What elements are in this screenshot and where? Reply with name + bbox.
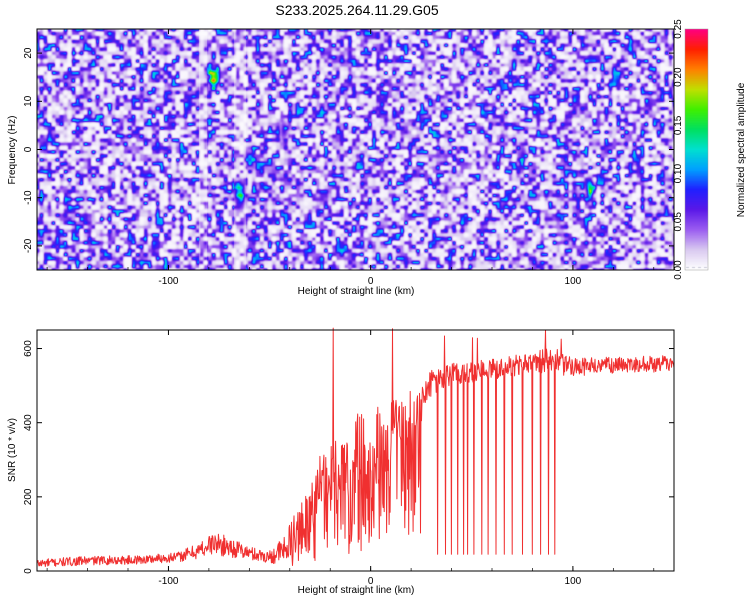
snr-series-line (36, 327, 675, 567)
x-tick-label: -100 (158, 576, 178, 587)
snr-x-axis-label: Height of straight line (km) (298, 585, 415, 596)
y-tick-label: 0 (23, 146, 34, 152)
x-tick-label: -100 (158, 276, 178, 287)
colorbar-frame (684, 28, 709, 271)
x-tick-label: 0 (368, 276, 374, 287)
y-tick-label: 600 (23, 340, 34, 357)
y-tick-label: -10 (23, 190, 34, 205)
colorbar-tick-label: 0.25 (673, 19, 684, 39)
snr-x-ticks: -100 0 100 (46, 330, 655, 587)
colorbar-tick-label: 0.00 (673, 260, 684, 280)
spectrogram-x-axis-label: Height of straight line (km) (298, 286, 415, 297)
colorbar-ticks: 0.00 0.05 0.10 0.15 0.20 0.25 (673, 19, 684, 280)
snr-panel: -100 0 100 0 200 400 600 Height of straight l… (7, 327, 675, 596)
x-tick-label: 100 (565, 576, 582, 587)
x-tick-label: 0 (368, 576, 374, 587)
y-tick-label: 400 (23, 414, 34, 431)
snr-y-ticks: 0 200 400 600 (23, 340, 674, 574)
snr-y-axis-label: SNR (10 * v/v) (7, 418, 18, 482)
spectrogram-canvas-wrap (37, 29, 674, 270)
spectrogram-x-ticks: -100 0 100 (46, 29, 655, 287)
colorbar-canvas-wrap (685, 29, 708, 270)
colorbar-tick-label: 0.20 (673, 67, 684, 87)
snr-frame (36, 329, 675, 572)
colorbar: 0.00 0.05 0.10 0.15 0.20 0.25 Normalized spec… (673, 19, 747, 280)
x-tick-label: 100 (565, 276, 582, 287)
y-tick-label: 0 (23, 568, 34, 574)
spectrogram-y-ticks: -20 -10 0 10 20 (23, 47, 674, 253)
figure-title: S233.2025.264.11.29.G05 (275, 2, 438, 18)
colorbar-tick-label: 0.10 (673, 163, 684, 183)
y-tick-label: -20 (23, 238, 34, 253)
spectrogram-heatmap (37, 29, 674, 270)
y-tick-label: 10 (23, 95, 34, 107)
spectrogram-y-axis-label: Frequency (Hz) (7, 116, 18, 185)
colorbar-label: Normalized spectral amplitude (736, 82, 747, 217)
colorbar-tick-label: 0.05 (673, 212, 684, 232)
colorbar-tick-label: 0.15 (673, 115, 684, 135)
y-tick-label: 200 (23, 488, 34, 505)
colorbar-gradient (685, 29, 708, 270)
y-tick-label: 20 (23, 47, 34, 59)
